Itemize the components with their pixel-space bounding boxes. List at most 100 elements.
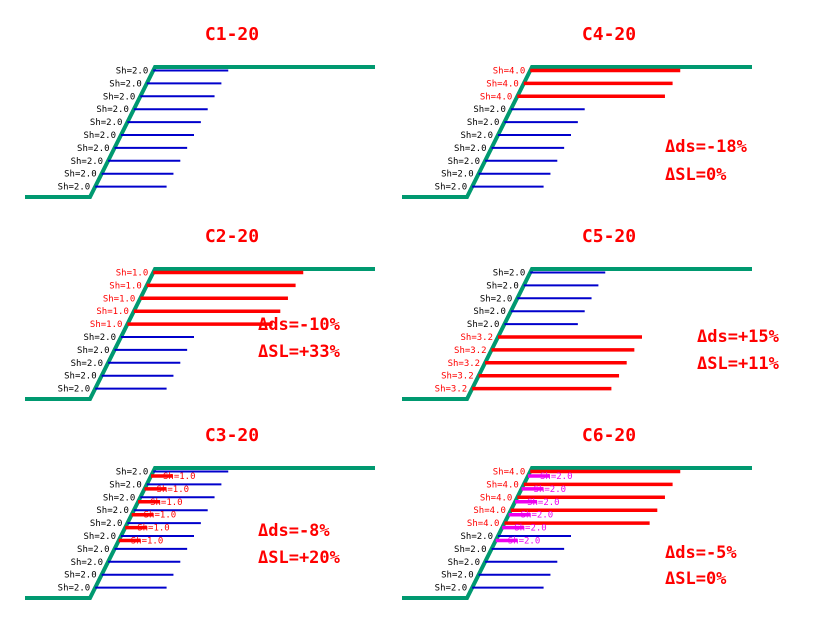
spacing-label: Sh=2.0 — [71, 359, 104, 369]
spacing-label: Sh=3.2 — [460, 333, 493, 343]
spacing-label: Sh=2.0 — [116, 67, 149, 77]
panel-c3-20: C3-20 Sh=2.0 Sh=1.0 Sh=2.0 Sh=1.0 Sh=2.0 Sh=1.… — [25, 425, 375, 600]
slope-profile — [25, 267, 375, 401]
spacing-label: Sh=2.0 — [77, 144, 110, 154]
spacing-label: Sh=2.0 — [467, 118, 500, 128]
inner-spacing-label: Sh=2.0 — [521, 511, 554, 521]
spacing-label: Sh=2.0 — [493, 269, 526, 279]
inner-spacing-label: Sh=2.0 — [527, 498, 560, 508]
delta-sl-label: ΔSL=0% — [665, 569, 727, 589]
spacing-label: Sh=2.0 — [109, 480, 142, 490]
panel-title: C3-20 — [205, 425, 259, 446]
delta-ds-label: Δds=-8% — [258, 521, 330, 541]
spacing-label: Sh=1.0 — [109, 281, 142, 291]
inner-spacing-label: Sh=1.0 — [157, 485, 190, 495]
spacing-label: Sh=2.0 — [103, 493, 136, 503]
spacing-label: Sh=2.0 — [448, 558, 481, 568]
slope-profile — [402, 65, 752, 199]
inner-spacing-label: Sh=1.0 — [131, 537, 164, 547]
spacing-label: Sh=1.0 — [116, 269, 149, 279]
inner-spacing-label: Sh=1.0 — [137, 524, 170, 534]
spacing-label: Sh=2.0 — [460, 532, 493, 542]
spacing-label: Sh=2.0 — [486, 281, 519, 291]
spacing-label: Sh=3.2 — [435, 385, 468, 395]
spacing-label: Sh=2.0 — [58, 584, 91, 594]
spacing-label: Sh=2.0 — [77, 545, 110, 555]
panel-title: C5-20 — [582, 226, 636, 247]
spacing-label: Sh=2.0 — [96, 506, 129, 516]
spacing-label: Sh=2.0 — [448, 157, 481, 167]
spacing-label: Sh=2.0 — [64, 372, 97, 382]
spacing-label: Sh=3.2 — [448, 359, 481, 369]
delta-ds-label: Δds=-18% — [665, 137, 748, 157]
slope-profile — [25, 466, 375, 600]
delta-sl-label: ΔSL=+33% — [258, 342, 341, 362]
spacing-label: Sh=4.0 — [493, 468, 526, 478]
spacing-label: Sh=1.0 — [103, 294, 136, 304]
spacing-label: Sh=2.0 — [83, 532, 116, 542]
spacing-label: Sh=2.0 — [71, 157, 104, 167]
spacing-label: Sh=2.0 — [103, 92, 136, 102]
panel-c1-20: C1-20 Sh=2.0 Sh=2.0 Sh=2.0 Sh=2.0 Sh=2.0 Sh=2.… — [25, 24, 375, 199]
panel-title: C6-20 — [582, 425, 636, 446]
spacing-label: Sh=2.0 — [109, 79, 142, 89]
panel-c4-20: C4-20 Sh=4.0 Sh=4.0 Sh=4.0 Sh=2.0 Sh=2.0 Sh=2.… — [402, 24, 752, 199]
slope-profile — [402, 267, 752, 401]
spacing-label: Sh=2.0 — [83, 333, 116, 343]
inner-spacing-label: Sh=1.0 — [150, 498, 183, 508]
spacing-label: Sh=4.0 — [486, 79, 519, 89]
spacing-label: Sh=2.0 — [58, 183, 91, 193]
spacing-label: Sh=2.0 — [454, 144, 487, 154]
spacing-label: Sh=2.0 — [64, 170, 97, 180]
delta-ds-label: Δds=+15% — [697, 327, 780, 347]
spacing-label: Sh=2.0 — [71, 558, 104, 568]
panel-c2-20: C2-20 Sh=1.0 Sh=1.0 Sh=1.0 Sh=1.0 Sh=1.0 Sh=2.… — [25, 226, 375, 401]
inner-spacing-label: Sh=1.0 — [144, 511, 177, 521]
spacing-label: Sh=2.0 — [83, 131, 116, 141]
panel-title: C4-20 — [582, 24, 636, 45]
panel-title: C1-20 — [205, 24, 259, 45]
inner-spacing-label: Sh=2.0 — [540, 472, 573, 482]
spacing-label: Sh=2.0 — [64, 571, 97, 581]
spacing-label: Sh=2.0 — [435, 584, 468, 594]
spacing-label: Sh=2.0 — [473, 105, 506, 115]
spacing-label: Sh=2.0 — [90, 118, 123, 128]
spacing-label: Sh=2.0 — [454, 545, 487, 555]
delta-ds-label: Δds=-10% — [258, 315, 341, 335]
spacing-label: Sh=2.0 — [441, 170, 474, 180]
spacing-label: Sh=4.0 — [493, 67, 526, 77]
spacing-label: Sh=2.0 — [116, 468, 149, 478]
spacing-label: Sh=2.0 — [77, 346, 110, 356]
spacing-label: Sh=4.0 — [473, 506, 506, 516]
delta-sl-label: ΔSL=+20% — [258, 548, 341, 568]
slope-profile — [402, 466, 752, 600]
spacing-label: Sh=4.0 — [480, 92, 513, 102]
spacing-label: Sh=3.2 — [454, 346, 487, 356]
spacing-label: Sh=4.0 — [480, 493, 513, 503]
delta-sl-label: ΔSL=+11% — [697, 354, 780, 374]
spacing-label: Sh=2.0 — [441, 571, 474, 581]
inner-spacing-label: Sh=1.0 — [163, 472, 196, 482]
spacing-label: Sh=2.0 — [90, 519, 123, 529]
inner-spacing-label: Sh=2.0 — [534, 485, 567, 495]
spacing-label: Sh=2.0 — [460, 131, 493, 141]
spacing-label: Sh=2.0 — [96, 105, 129, 115]
spacing-label: Sh=2.0 — [473, 307, 506, 317]
slope-profile — [25, 65, 375, 199]
panel-c5-20: C5-20 Sh=2.0 Sh=2.0 Sh=2.0 Sh=2.0 Sh=2.0 Sh=3.… — [402, 226, 780, 401]
spacing-label: Sh=2.0 — [58, 385, 91, 395]
inner-spacing-label: Sh=2.0 — [508, 537, 541, 547]
delta-sl-label: ΔSL=0% — [665, 165, 727, 185]
spacing-label: Sh=2.0 — [467, 320, 500, 330]
spacing-label: Sh=4.0 — [486, 480, 519, 490]
spacing-label: Sh=1.0 — [96, 307, 129, 317]
panel-title: C2-20 — [205, 226, 259, 247]
spacing-label: Sh=2.0 — [480, 294, 513, 304]
delta-ds-label: Δds=-5% — [665, 543, 737, 563]
inner-spacing-label: Sh=2.0 — [514, 524, 547, 534]
spacing-label: Sh=2.0 — [435, 183, 468, 193]
panel-c6-20: C6-20 Sh=4.0 Sh=2.0 Sh=4.0 Sh=2.0 Sh=4.0 Sh=2.… — [402, 425, 752, 600]
spacing-label: Sh=4.0 — [467, 519, 500, 529]
spacing-label: Sh=1.0 — [90, 320, 123, 330]
